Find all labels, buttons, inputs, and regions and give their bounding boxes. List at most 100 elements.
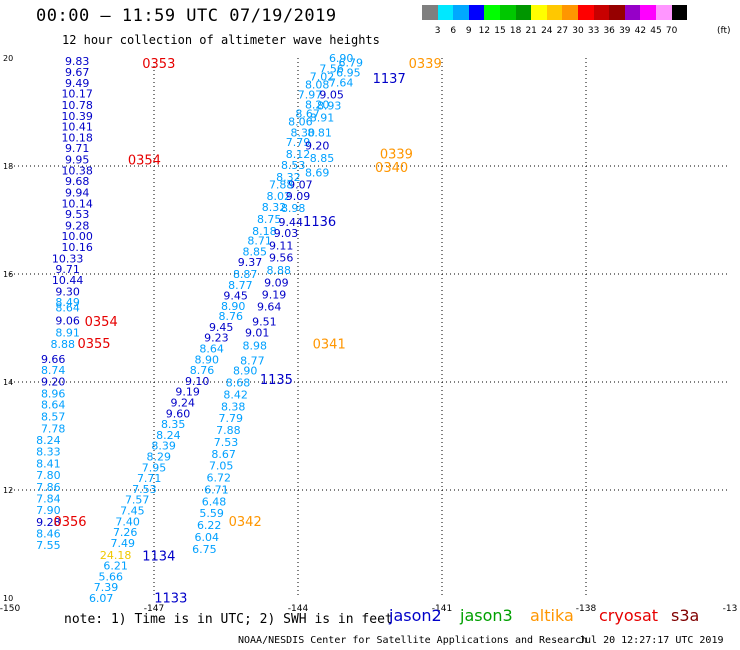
wave-height-label: 6.79 xyxy=(339,56,364,69)
wave-height-label: 7.57 xyxy=(125,494,150,507)
wave-height-label: 8.77 xyxy=(228,279,253,292)
color-scale-swatch xyxy=(609,5,625,20)
color-scale-swatch xyxy=(468,5,485,20)
wave-height-label: 9.10 xyxy=(185,375,210,388)
color-scale-label: 6 xyxy=(450,26,457,36)
legend-altika: altika xyxy=(530,606,574,625)
wave-height-label: 7.71 xyxy=(137,472,162,485)
wave-height-label: 8.24 xyxy=(36,434,61,447)
wave-height-label: 9.67 xyxy=(65,66,90,79)
pass-time-label: 0342 xyxy=(229,515,262,530)
wave-height-label: 8.24 xyxy=(156,429,181,442)
wave-height-label: 9.20 xyxy=(41,375,66,388)
wave-height-label: 10.78 xyxy=(61,99,93,112)
color-scale-swatch xyxy=(531,5,547,20)
pass-time-label: 1136 xyxy=(303,215,336,230)
page-title: 00:00 – 11:59 UTC 07/19/2019 xyxy=(36,6,337,26)
wave-height-label: 9.71 xyxy=(55,263,80,276)
wave-height-label: 8.77 xyxy=(240,354,265,367)
pass-time-label: 0356 xyxy=(53,515,86,530)
wave-height-label: 7.53 xyxy=(132,483,157,496)
lon-tick-label: -138 xyxy=(576,604,597,614)
wave-height-label: 8.12 xyxy=(286,148,311,161)
wave-height-label: 7.49 xyxy=(111,537,136,550)
wave-height-label: 9.45 xyxy=(223,290,248,303)
wave-height-label: 7.45 xyxy=(120,505,145,518)
wave-height-label: 7.53 xyxy=(214,436,239,449)
credit-text: NOAA/NESDIS Center for Satellite Applica… xyxy=(238,635,588,646)
wave-height-label: 8.88 xyxy=(267,264,292,277)
color-scale-swatch xyxy=(437,5,454,20)
wave-height-label: 9.03 xyxy=(274,227,299,240)
pass-time-label: 1134 xyxy=(142,549,175,564)
wave-height-label: 7.56 xyxy=(319,62,344,75)
wave-height-label: 8.64 xyxy=(41,399,66,412)
color-scale-swatch xyxy=(671,5,688,20)
color-scale-label: 15 xyxy=(494,26,506,36)
color-scale-label: 36 xyxy=(603,26,615,36)
color-scale-label: 21 xyxy=(525,26,537,36)
wave-height-label: 8.39 xyxy=(151,440,176,453)
color-scale-swatch xyxy=(562,5,578,20)
color-scale-label: 12 xyxy=(478,26,491,36)
wave-height-label: 8.85 xyxy=(243,245,268,258)
wave-height-label: 8.98 xyxy=(281,202,306,215)
wave-height-label: 9.37 xyxy=(238,256,263,269)
wave-height-label: 9.68 xyxy=(65,175,90,188)
wave-height-label: 7.55 xyxy=(36,539,61,552)
wave-height-label: 8.90 xyxy=(233,365,258,378)
wave-height-label: 9.09 xyxy=(286,190,311,203)
color-scale-label: 27 xyxy=(556,26,569,36)
wave-height-label: 6.71 xyxy=(204,483,229,496)
wave-height-label: 8.91 xyxy=(55,326,80,339)
wave-height-label: 8.90 xyxy=(195,353,220,366)
wave-height-label: 8.64 xyxy=(55,301,80,314)
lon-tick-label: -141 xyxy=(432,604,452,614)
wave-height-label: 9.07 xyxy=(288,178,313,191)
wave-height-label: 8.67 xyxy=(211,448,236,461)
wave-height-label: 7.88 xyxy=(269,178,294,191)
wave-height-label: 9.94 xyxy=(65,186,90,199)
wave-height-label: 9.53 xyxy=(65,208,90,221)
wave-height-label: 9.45 xyxy=(209,321,234,334)
wave-height-label: 9.28 xyxy=(65,219,90,232)
wave-height-label: 7.02 xyxy=(310,70,335,83)
wave-height-label: 8.08 xyxy=(305,78,330,91)
wave-height-label: 10.14 xyxy=(61,197,93,210)
wave-height-label: 8.53 xyxy=(281,159,306,172)
wave-height-label: 7.05 xyxy=(209,460,234,473)
wave-height-label: 9.30 xyxy=(55,285,80,298)
wave-height-label: 8.75 xyxy=(257,213,282,226)
wave-height-label: 9.71 xyxy=(65,142,90,155)
wave-height-label: 10.41 xyxy=(61,121,93,134)
color-scale-swatch xyxy=(422,5,438,20)
wave-height-label: 8.02 xyxy=(267,190,292,203)
wave-height-label: 7.90 xyxy=(36,504,61,517)
wave-height-label: 8.49 xyxy=(55,296,80,309)
wave-height-label: 7.79 xyxy=(286,136,311,149)
wave-height-label: 10.38 xyxy=(61,164,93,177)
wave-height-label: 9.05 xyxy=(319,89,344,102)
wave-height-label: 6.22 xyxy=(197,519,222,532)
color-scale-label: 33 xyxy=(587,26,600,36)
wave-height-label: 7.26 xyxy=(113,526,138,539)
pass-time-label: 1137 xyxy=(373,72,406,87)
wave-height-label: 6.21 xyxy=(103,560,128,573)
wave-height-label: 9.56 xyxy=(269,251,294,264)
color-scale-label: 3 xyxy=(434,26,441,36)
wave-height-label: 8.32 xyxy=(262,201,287,214)
wave-height-label: 8.20 xyxy=(305,98,330,111)
pass-time-label: 1135 xyxy=(260,373,293,388)
lon-tick-label: -13 xyxy=(723,604,738,614)
wave-height-label: 10.16 xyxy=(61,241,93,254)
wave-height-label: 9.11 xyxy=(269,239,294,252)
wave-height-label: 8.87 xyxy=(233,268,258,281)
color-scale-label: 42 xyxy=(634,26,647,36)
wave-height-label: 8.71 xyxy=(247,235,272,248)
wave-height-label: 7.64 xyxy=(329,76,354,89)
wave-height-label: 10.18 xyxy=(61,131,93,144)
wave-height-label: 8.76 xyxy=(190,364,215,377)
legend-jason2: jason2 xyxy=(389,606,442,625)
wave-height-label: 8.35 xyxy=(161,418,186,431)
